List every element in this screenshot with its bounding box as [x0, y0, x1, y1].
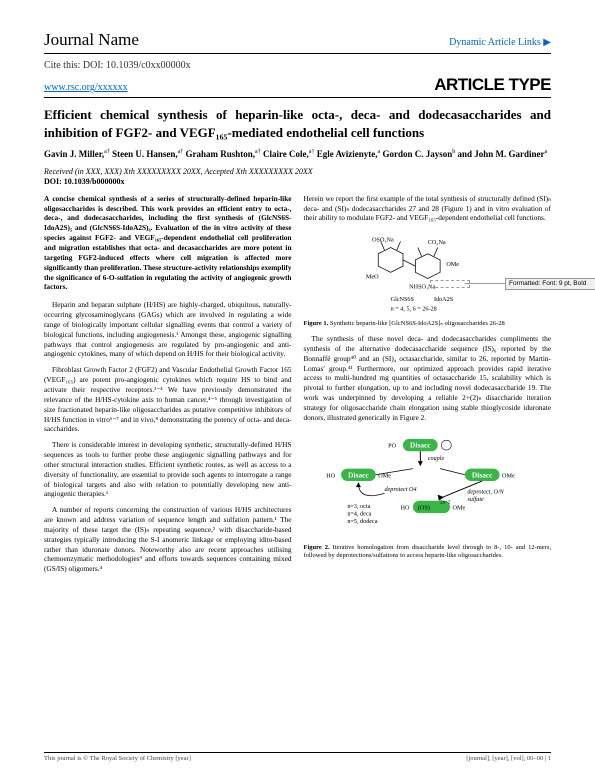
format-comment-balloon[interactable]: Formatted: Font: 9 pt, Bold	[505, 278, 595, 290]
figure-1-structure: OSO₃Na CO₂Na OMe MeO NHSO₃Na GlcNS6S Ido…	[304, 229, 552, 316]
article-type: ARTICLE TYPE	[434, 75, 551, 95]
svg-text:(OS): (OS)	[417, 504, 429, 511]
svg-text:GlcNS6S: GlcNS6S	[390, 296, 414, 303]
svg-text:n = 4, 5, 6 = 26-28: n = 4, 5, 6 = 26-28	[390, 306, 436, 313]
svg-text:2n+2: 2n+2	[440, 500, 451, 505]
figure-2-scheme: Disacc PO couple Disacc HO OMe Disacc OM…	[304, 429, 552, 540]
svg-text:PO: PO	[388, 442, 396, 449]
svg-text:OMe: OMe	[452, 504, 465, 511]
abstract: A concise chemical synthesis of a series…	[44, 194, 292, 292]
svg-text:n=3, octa: n=3, octa	[347, 503, 370, 510]
cite-this: Cite this: DOI: 10.1039/c0xx00000x	[44, 60, 551, 71]
col2-paragraph-2: The synthesis of these novel deca- and d…	[304, 334, 552, 423]
svg-text:OMe: OMe	[502, 472, 515, 479]
svg-text:IdoA2S: IdoA2S	[433, 296, 453, 303]
footer: This journal is © The Royal Society of C…	[44, 752, 551, 762]
format-connector-line	[465, 283, 507, 284]
figure-2-caption: Figure 2. Iterative homologation from di…	[304, 544, 552, 560]
svg-text:Disacc: Disacc	[471, 470, 492, 479]
svg-text:HO: HO	[400, 504, 409, 511]
doi: DOI: 10.1039/b000000x	[44, 177, 551, 186]
svg-text:HO: HO	[326, 472, 335, 479]
authors: Gavin J. Miller,a† Steen U. Hansen,a† Gr…	[44, 149, 551, 161]
svg-text:couple: couple	[427, 455, 444, 462]
col2-intro: Herein we report the first example of th…	[304, 194, 552, 224]
svg-text:Disacc: Disacc	[410, 440, 431, 449]
figure-1-caption: Figure 1. Synthetic heparin-like [GlcNS6…	[304, 320, 552, 328]
dynamic-article-links[interactable]: Dynamic Article Links ▶	[449, 37, 551, 48]
footer-right: [journal], [year], [vol], 00–00 | 1	[466, 755, 551, 762]
footer-left: This journal is © The Royal Society of C…	[44, 755, 191, 762]
svg-text:Disacc: Disacc	[348, 470, 369, 479]
rsc-url[interactable]: www.rsc.org/xxxxxx	[44, 82, 128, 93]
format-highlight-box	[430, 280, 470, 288]
paragraph-2: Fibroblast Growth Factor 2 (FGF2) and Va…	[44, 365, 292, 434]
received-line: Received (in XXX, XXX) Xth XXXXXXXXX 20X…	[44, 167, 551, 176]
paragraph-1: Heparin and heparan sulphate (H/HS) are …	[44, 300, 292, 359]
svg-text:OMe: OMe	[446, 261, 459, 268]
svg-text:deprotect, O/N: deprotect, O/N	[467, 488, 504, 495]
svg-text:n=4, deca: n=4, deca	[347, 510, 371, 517]
paragraph-4: A number of reports concerning the const…	[44, 505, 292, 574]
journal-name: Journal Name	[44, 30, 139, 50]
left-column: A concise chemical synthesis of a series…	[44, 194, 292, 580]
svg-text:CO₂Na: CO₂Na	[427, 239, 445, 246]
svg-text:OSO₃Na: OSO₃Na	[372, 237, 394, 244]
svg-text:n=5, dodeca: n=5, dodeca	[347, 518, 377, 525]
svg-text:deprotect O4: deprotect O4	[384, 486, 416, 493]
svg-text:MeO: MeO	[365, 274, 378, 281]
figure-2: Disacc PO couple Disacc HO OMe Disacc OM…	[304, 429, 552, 561]
paragraph-3: There is considerable interest in develo…	[44, 440, 292, 499]
svg-text:sulfate: sulfate	[467, 495, 484, 502]
right-column: Herein we report the first example of th…	[304, 194, 552, 580]
article-title: Efficient chemical synthesis of heparin-…	[44, 106, 551, 141]
